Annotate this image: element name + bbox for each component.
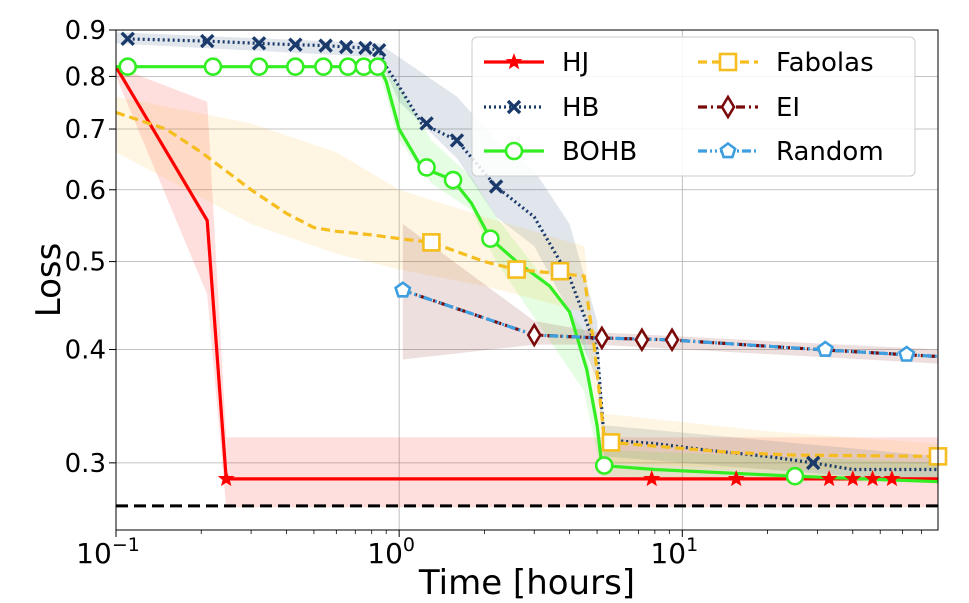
marker-ei-2: [634, 327, 650, 353]
marker-ei-1: [594, 325, 610, 351]
legend-label-hb: HB: [562, 93, 599, 123]
marker-ei-3: [664, 327, 680, 353]
x-tick-label-1: 100: [367, 534, 415, 570]
marker-bohb-0: [118, 57, 138, 76]
legend-marker-hj: [505, 53, 523, 70]
legend-label-hj: HJ: [562, 48, 589, 78]
x-axis-label: Time [hours]: [418, 563, 635, 603]
marker-bohb-9: [443, 170, 463, 190]
marker-bohb-2: [249, 57, 269, 76]
x-tick-exponent-2: 1: [686, 534, 698, 556]
x-tick-label-2: 101: [650, 534, 698, 570]
legend-marker-bohb: [504, 141, 524, 161]
marker-hb-2: [251, 36, 267, 51]
legend-label-bohb: BOHB: [562, 137, 637, 167]
marker-hj-1: [643, 469, 661, 487]
marker-bohb-1: [203, 57, 223, 76]
x-tick-exponent-1: 0: [403, 534, 415, 556]
legend-label-random: Random: [776, 137, 884, 167]
marker-hb-1: [200, 33, 215, 49]
y-axis-label: Loss: [29, 243, 69, 318]
series-markers: [118, 31, 948, 487]
marker-bohb-10: [481, 229, 500, 248]
marker-hb-5: [338, 39, 354, 55]
marker-bohb-5: [338, 57, 358, 76]
y-tick-label-1: 0.4: [65, 336, 106, 366]
legend-marker-fabolas: [718, 52, 738, 72]
marker-random-1: [816, 340, 835, 357]
x-tick-exponent-0: −1: [112, 534, 140, 556]
marker-hb-8: [419, 116, 434, 131]
marker-hj-3: [820, 469, 838, 487]
marker-hj-4: [844, 469, 862, 487]
marker-hb-9: [449, 133, 465, 148]
y-axis-ticks: 0.3 0.4 0.5 0.6 0.7 0.8 0.9: [65, 16, 116, 479]
marker-bohb-4: [314, 57, 333, 76]
marker-hj-2: [727, 469, 745, 487]
band-hj: [116, 66, 938, 508]
marker-bohb-7: [368, 57, 388, 76]
marker-fabolas-1: [507, 260, 526, 279]
marker-fabolas-2: [550, 261, 570, 281]
x-tick-label-0: 10−1: [76, 534, 140, 570]
y-tick-label-6: 0.9: [65, 16, 106, 46]
legend-marker-ei: [720, 94, 736, 120]
marker-hb-4: [318, 38, 333, 53]
marker-hb-0: [120, 31, 135, 47]
marker-hb-3: [288, 37, 303, 52]
marker-fabolas-3: [601, 433, 621, 452]
marker-bohb-8: [417, 158, 436, 177]
y-tick-label-3: 0.6: [65, 176, 106, 206]
marker-bohb-3: [286, 57, 305, 76]
marker-fabolas-0: [422, 233, 441, 252]
marker-hb-7: [371, 43, 387, 58]
marker-random-2: [897, 345, 916, 362]
y-tick-label-2: 0.5: [65, 248, 106, 278]
marker-bohb-12: [785, 466, 805, 486]
x-axis-ticks: 10−1 100 101: [76, 530, 922, 570]
legend: HJ HB BOHB Fabolas EI Random: [471, 36, 916, 177]
marker-ei-0: [526, 322, 542, 348]
legend-marker-hb: [506, 99, 522, 115]
marker-hb-10: [488, 179, 504, 194]
y-tick-label-0: 0.3: [65, 449, 106, 479]
y-tick-label-4: 0.7: [65, 115, 106, 145]
band-fabolas: [116, 96, 938, 470]
legend-label-fabolas: Fabolas: [776, 48, 874, 78]
plot-frame: [115, 29, 939, 531]
y-tick-label-5: 0.8: [65, 62, 106, 92]
marker-hj-5: [864, 469, 882, 487]
marker-random-0: [394, 281, 412, 298]
marker-hj-6: [883, 469, 901, 487]
legend-box: [471, 36, 916, 177]
legend-label-ei: EI: [776, 93, 800, 123]
marker-hj-0: [217, 469, 235, 487]
marker-hb-11: [806, 455, 821, 471]
marker-hb-6: [358, 40, 373, 56]
line-fabolas: [116, 110, 938, 458]
marker-bohb-11: [594, 456, 614, 475]
legend-marker-random: [719, 141, 737, 159]
